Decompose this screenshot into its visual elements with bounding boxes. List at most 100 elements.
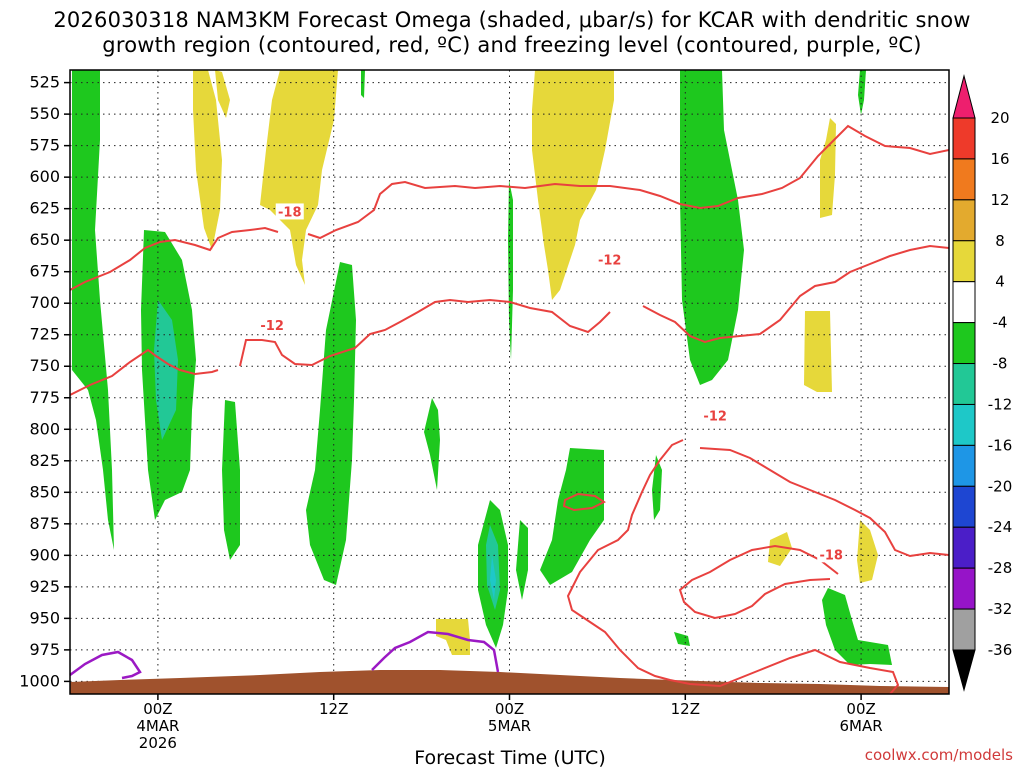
omega-green-area — [652, 455, 662, 520]
omega-green-area — [822, 588, 892, 665]
dgz-contour-minus18 — [678, 544, 839, 620]
y-tick-label: 975 — [29, 640, 60, 659]
colorbar: 20 16 12 8 4 -4 -8 -12 -16 -20 -24 -28 -32 -36 — [952, 74, 1013, 692]
contour-label-bg — [701, 407, 730, 424]
y-tick-label: 600 — [29, 167, 60, 186]
omega-green-area — [361, 70, 365, 98]
colorbar-segment — [952, 567, 976, 610]
colorbar-label: -20 — [988, 477, 1013, 495]
y-tick-label: 1000 — [19, 671, 60, 690]
y-tick-label: 725 — [29, 325, 60, 344]
freezing-level-contours — [69, 630, 500, 680]
colorbar-label: -16 — [988, 436, 1013, 454]
colorbar-segment — [952, 281, 976, 324]
y-tick-label: 875 — [29, 514, 60, 533]
colorbar-segment — [952, 322, 976, 365]
x-tick-label: 00Z — [846, 700, 875, 718]
dgz-contour-small — [562, 492, 606, 512]
colorbar-bottom-arrow — [952, 649, 976, 692]
omega-green-area — [516, 520, 528, 600]
y-tick-label: 550 — [29, 104, 60, 123]
omega-yellow-area — [260, 70, 338, 285]
x-tick-label: 12Z — [671, 700, 700, 718]
omega-green-area — [222, 400, 240, 560]
omega-yellow-area — [215, 70, 230, 118]
y-tick-label: 850 — [29, 482, 60, 501]
contour-label: -12 — [598, 253, 622, 268]
colorbar-label: 4 — [995, 273, 1005, 291]
omega-yellow-area — [768, 532, 792, 566]
contour-label: -18 — [819, 548, 843, 563]
chart-title-line1: 2026030318 NAM3KM Forecast Omega (shaded… — [53, 8, 971, 32]
y-tick-label: 925 — [29, 577, 60, 596]
omega-green-area — [508, 180, 513, 360]
omega-green-area — [306, 262, 356, 585]
contour-label-bg — [275, 203, 304, 220]
colorbar-label: -8 — [993, 355, 1008, 373]
y-tick-label: 775 — [29, 388, 60, 407]
colorbar-label: 20 — [990, 109, 1009, 127]
dgz-contour-minus12 — [70, 244, 949, 396]
x-tick-label: 00Z — [143, 700, 172, 718]
contour-label: -18 — [278, 205, 302, 220]
contour-label-bg — [595, 251, 624, 268]
colorbar-label: -12 — [988, 395, 1013, 413]
x-tick-label: 2026 — [139, 734, 177, 752]
y-tick-label: 800 — [29, 419, 60, 438]
y-tick-label: 675 — [29, 262, 60, 281]
y-tick-label: 650 — [29, 230, 60, 249]
dgz-contour-minus12 — [566, 439, 949, 694]
y-tick-label: 700 — [29, 293, 60, 312]
omega-blue-area — [490, 555, 496, 600]
colorbar-label: -4 — [993, 314, 1008, 332]
y-tick-label: 825 — [29, 451, 60, 470]
x-tick-label: 00Z — [495, 700, 524, 718]
omega-green-area — [680, 70, 744, 385]
colorbar-segment — [952, 608, 976, 651]
contour-label: -12 — [260, 319, 284, 334]
colorbar-label: -28 — [988, 559, 1013, 577]
x-tick-label: 5MAR — [488, 717, 531, 735]
contour-label-bg — [258, 316, 287, 333]
colorbar-segment — [952, 403, 976, 446]
chart-title-line2: growth region (contoured, red, ºC) and f… — [102, 33, 922, 57]
dgz-contour-minus18 — [70, 124, 949, 291]
omega-yellow-area — [820, 118, 836, 218]
omega-yellow-area — [857, 520, 878, 583]
omega-yellow-area — [804, 311, 832, 392]
colorbar-label: 16 — [990, 150, 1009, 168]
omega-yellow-area — [193, 70, 222, 250]
x-axis-label: Forecast Time (UTC) — [414, 747, 605, 768]
colorbar-segment — [952, 117, 976, 160]
y-axis: 525 550 575 600 625 650 675 700 725 750 775 800 825 8… — [19, 73, 70, 690]
y-tick-label: 575 — [29, 136, 60, 155]
omega-green-area — [72, 70, 114, 550]
contour-label-bg — [817, 546, 846, 563]
omega-shading — [72, 70, 892, 665]
y-tick-label: 625 — [29, 199, 60, 218]
colorbar-segment — [952, 444, 976, 487]
colorbar-segment — [952, 485, 976, 528]
omega-teal-area — [154, 300, 178, 440]
y-tick-label: 750 — [29, 356, 60, 375]
terrain — [70, 670, 949, 694]
colorbar-segment — [952, 526, 976, 569]
colorbar-label: -32 — [988, 600, 1013, 618]
y-tick-label: 950 — [29, 608, 60, 627]
contour-label: -12 — [703, 410, 727, 425]
colorbar-segment — [952, 158, 976, 201]
x-tick-label: 12Z — [319, 700, 348, 718]
x-tick-label: 6MAR — [840, 717, 883, 735]
colorbar-label: -24 — [988, 518, 1013, 536]
colorbar-top-arrow — [952, 74, 976, 119]
colorbar-segment — [952, 240, 976, 283]
freezing-level-contour — [371, 630, 500, 673]
colorbar-label: 12 — [990, 191, 1009, 209]
y-tick-label: 900 — [29, 545, 60, 564]
colorbar-label: 8 — [995, 232, 1005, 250]
dgz-contours — [70, 124, 949, 694]
omega-green-area — [674, 632, 690, 646]
grid — [70, 70, 949, 694]
